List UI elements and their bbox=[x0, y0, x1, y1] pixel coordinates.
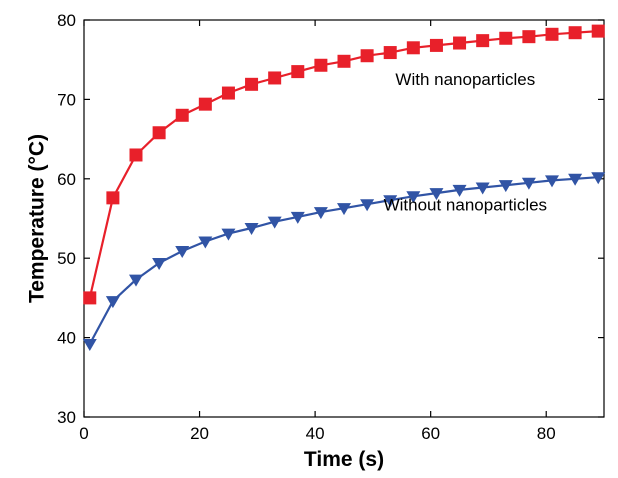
data-point-square bbox=[499, 31, 513, 45]
data-point-triangle bbox=[313, 207, 328, 220]
x-tick-label: 60 bbox=[421, 424, 440, 443]
data-point-triangle bbox=[475, 182, 490, 195]
data-point-square bbox=[291, 65, 305, 79]
data-point-square bbox=[83, 291, 97, 305]
data-point-square bbox=[152, 126, 166, 140]
data-point-square bbox=[106, 191, 120, 205]
data-point-square bbox=[545, 27, 559, 41]
data-point-square bbox=[129, 148, 143, 162]
data-point-square bbox=[360, 49, 374, 63]
data-point-triangle bbox=[175, 246, 190, 259]
data-point-triangle bbox=[452, 184, 467, 197]
data-point-square bbox=[429, 38, 443, 52]
data-point-triangle bbox=[591, 172, 606, 185]
data-point-triangle bbox=[568, 173, 583, 186]
data-point-triangle bbox=[290, 211, 305, 224]
x-axis-title: Time (s) bbox=[304, 448, 384, 471]
plot-area-frame bbox=[83, 19, 605, 418]
y-tick-label: 60 bbox=[57, 170, 76, 189]
data-point-square bbox=[476, 34, 490, 48]
x-tick-label: 20 bbox=[190, 424, 209, 443]
data-point-square bbox=[568, 26, 582, 40]
data-point-square bbox=[314, 58, 328, 72]
data-point-square bbox=[383, 46, 397, 60]
y-tick-label: 70 bbox=[57, 90, 76, 109]
data-point-square bbox=[591, 24, 605, 38]
data-point-triangle bbox=[221, 228, 236, 241]
data-point-triangle bbox=[267, 216, 282, 229]
data-point-triangle bbox=[244, 223, 259, 236]
data-point-square bbox=[268, 71, 282, 85]
data-point-triangle bbox=[337, 203, 351, 216]
data-point-square bbox=[453, 36, 467, 50]
x-tick-label: 80 bbox=[537, 424, 556, 443]
data-point-triangle bbox=[129, 274, 143, 287]
data-point-square bbox=[337, 54, 351, 68]
data-point-square bbox=[522, 30, 536, 44]
annotation-label: Without nanoparticles bbox=[384, 196, 547, 215]
data-point-triangle bbox=[545, 175, 559, 188]
y-axis-title: Temperature (°C) bbox=[25, 134, 48, 303]
y-tick-label: 30 bbox=[57, 408, 76, 427]
y-tick-label: 40 bbox=[57, 329, 76, 348]
data-point-triangle bbox=[498, 180, 513, 193]
data-point-square bbox=[175, 108, 189, 122]
data-point-triangle bbox=[360, 199, 375, 212]
data-point-square bbox=[406, 41, 420, 55]
x-tick-label: 0 bbox=[79, 424, 88, 443]
y-tick-label: 80 bbox=[57, 11, 76, 30]
data-point-square bbox=[221, 86, 235, 100]
data-point-triangle bbox=[429, 188, 444, 201]
data-point-triangle bbox=[105, 296, 120, 309]
data-point-triangle bbox=[82, 338, 97, 351]
x-tick-label: 40 bbox=[306, 424, 325, 443]
data-point-triangle bbox=[152, 257, 167, 270]
data-point-triangle bbox=[198, 236, 213, 249]
data-point-square bbox=[245, 77, 259, 91]
annotation-label: With nanoparticles bbox=[395, 70, 535, 89]
y-tick-label: 50 bbox=[57, 249, 76, 268]
series-1 bbox=[83, 24, 605, 305]
data-point-square bbox=[198, 97, 212, 111]
series-2 bbox=[82, 172, 606, 351]
data-point-triangle bbox=[383, 195, 398, 208]
data-point-triangle bbox=[521, 177, 536, 190]
data-point-triangle bbox=[406, 191, 421, 204]
